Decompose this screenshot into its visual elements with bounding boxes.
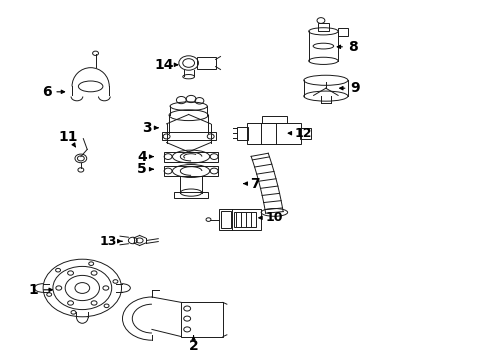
Text: 2: 2 bbox=[189, 336, 198, 352]
Bar bbox=[162, 132, 216, 140]
Bar bbox=[164, 166, 218, 176]
Bar bbox=[234, 212, 256, 227]
Bar bbox=[318, 23, 329, 31]
Bar bbox=[262, 116, 287, 123]
Bar bbox=[220, 211, 231, 228]
Text: 8: 8 bbox=[337, 40, 358, 54]
Bar bbox=[174, 192, 208, 198]
Bar bbox=[197, 57, 216, 69]
Bar bbox=[338, 28, 348, 36]
Text: 10: 10 bbox=[259, 211, 283, 224]
Bar bbox=[164, 152, 218, 162]
Bar bbox=[247, 123, 301, 144]
Text: 6: 6 bbox=[42, 85, 65, 99]
Text: 13: 13 bbox=[99, 235, 122, 248]
Text: 5: 5 bbox=[137, 162, 153, 176]
Bar bbox=[300, 128, 311, 139]
Text: 12: 12 bbox=[288, 127, 313, 140]
Text: 9: 9 bbox=[340, 81, 360, 95]
Text: 14: 14 bbox=[154, 58, 178, 72]
Text: 7: 7 bbox=[244, 177, 260, 190]
Bar bbox=[237, 127, 248, 140]
Bar bbox=[181, 302, 223, 337]
Text: 1: 1 bbox=[28, 283, 52, 297]
Text: 11: 11 bbox=[59, 130, 78, 147]
Bar bbox=[220, 209, 261, 230]
Text: 3: 3 bbox=[142, 121, 158, 135]
Text: 4: 4 bbox=[137, 150, 153, 163]
